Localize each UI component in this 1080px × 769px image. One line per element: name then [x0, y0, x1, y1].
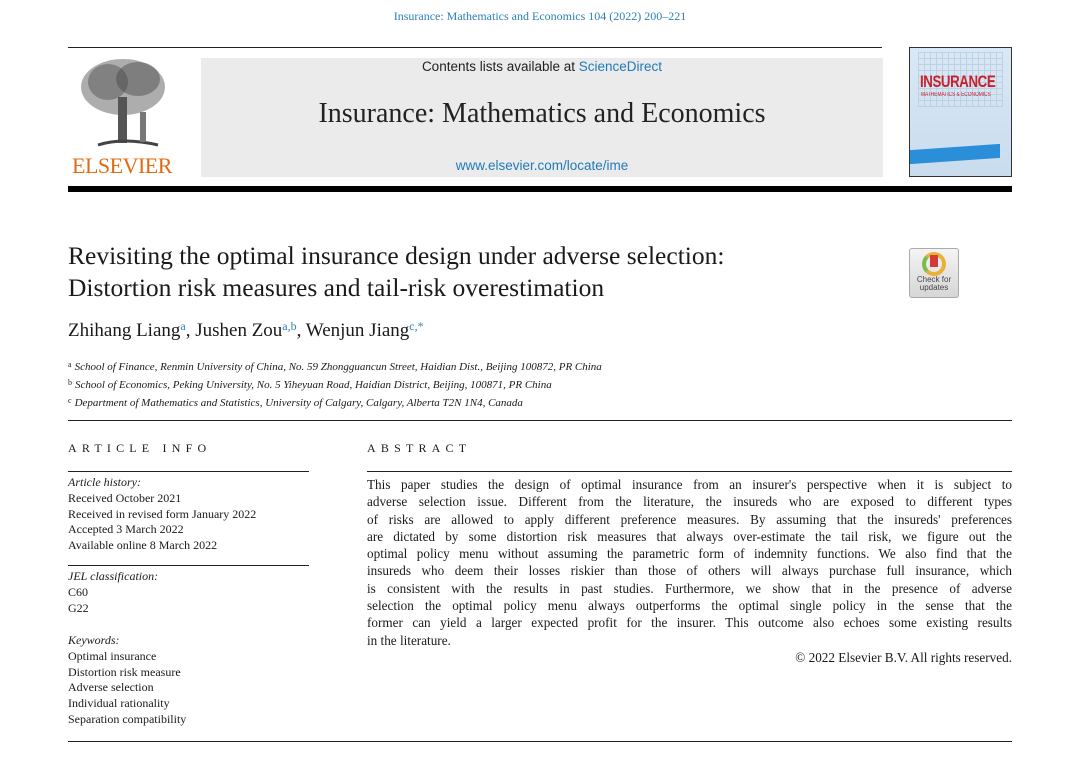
affiliation-link[interactable]: a: [180, 319, 186, 333]
journal-title: Insurance: Mathematics and Economics: [318, 98, 766, 129]
contents-prefix: Contents lists available at: [421, 59, 579, 74]
elsevier-logo: ELSEVIER: [68, 57, 176, 179]
cover-grid: [918, 52, 1003, 107]
divider: [367, 471, 1012, 472]
affiliation-link[interactable]: c,*: [409, 319, 424, 333]
author-name[interactable]: Zhihang Liang: [68, 320, 181, 341]
history-item: Received in revised form January 2022: [68, 506, 257, 521]
author-name[interactable]: Jushen Zou: [195, 320, 283, 341]
tree-icon: [81, 59, 165, 147]
title-line: Revisiting the optimal insurance design …: [68, 241, 725, 270]
cfu-label: updates: [919, 283, 949, 292]
abstract-line: former can yield a larger expected profi…: [367, 615, 1012, 631]
abstract-line: are dictated by some distortion risk mea…: [367, 528, 1012, 544]
affiliation-text: School of Finance, Renmin University of …: [74, 361, 602, 373]
journal-url-link[interactable]: www.elsevier.com/locate/ime: [455, 158, 629, 173]
keyword: Adverse selection: [68, 680, 154, 695]
affiliation: c Department of Mathematics and Statistic…: [68, 393, 602, 411]
abstract-line: is consistent with the results in past s…: [367, 580, 1012, 596]
journal-banner: Contents lists available at ScienceDirec…: [201, 58, 883, 177]
contents-line: Contents lists available at ScienceDirec…: [201, 59, 883, 74]
top-rule: [68, 47, 882, 48]
cover-subtitle: MATHEMATICS & ECONOMICS: [921, 92, 991, 98]
divider: [68, 741, 1012, 742]
affiliation-text: Department of Mathematics and Statistics…: [74, 397, 523, 409]
copyright: © 2022 Elsevier B.V. All rights reserved…: [795, 650, 1012, 665]
history-item: Accepted 3 March 2022: [68, 522, 184, 537]
keyword: Optimal insurance: [68, 648, 157, 663]
check-for-updates-button[interactable]: Check for updates: [909, 248, 959, 298]
jel-code: G22: [68, 600, 89, 615]
masthead-bar: [68, 186, 1012, 192]
cfu-label: Check for: [916, 275, 952, 284]
affiliation: b School of Economics, Peking University,…: [68, 375, 602, 393]
abstract-line: This paper studies the design of optimal…: [367, 477, 1012, 492]
keywords: Keywords: Optimal insurance Distortion r…: [68, 633, 186, 728]
author-list: Zhihang Lianga, Jushen Zoua,b, Wenjun Ji…: [68, 319, 424, 341]
abstract-line: optimal policy menu without assuming the…: [367, 546, 1012, 562]
divider: [68, 565, 309, 566]
keyword: Distortion risk measure: [68, 664, 181, 679]
divider: [68, 420, 1012, 421]
history-item: Received October 2021: [68, 490, 182, 505]
elsevier-wordmark: ELSEVIER: [72, 153, 172, 178]
keyword: Individual rationality: [68, 696, 170, 711]
title-line: Distortion risk measures and tail-risk o…: [68, 273, 605, 302]
affiliation-mark: c: [68, 396, 72, 405]
cover-title: INSURANCE: [920, 72, 996, 91]
keyword: Separation compatibility: [68, 711, 187, 726]
divider: [68, 471, 309, 472]
abstract-heading: ABSTRACT: [367, 441, 472, 455]
abstract-line: in the literature.: [367, 632, 451, 648]
affiliation-text: School of Economics, Peking University, …: [75, 379, 552, 391]
jel-code: C60: [68, 584, 89, 599]
bookmark-icon: [922, 252, 946, 276]
abstract-line: adverse selection issue. Different from …: [367, 494, 1012, 510]
article-title: Revisiting the optimal insurance design …: [68, 240, 724, 304]
abstract-line: selection the optimal policy menu always…: [367, 598, 1012, 614]
article-info-heading: ARTICLE INFO: [68, 441, 212, 455]
abstract-body: This paper studies the design of optimal…: [367, 476, 1012, 649]
author-name[interactable]: Wenjun Jiang: [305, 320, 410, 341]
sciencedirect-link[interactable]: ScienceDirect: [578, 59, 663, 74]
affiliation-mark: a: [68, 360, 72, 369]
article-history: Article history: Received October 2021 R…: [68, 475, 256, 554]
jel-classification: JEL classification: C60 G22: [68, 569, 158, 616]
abstract-line: insureds who deem their losses riskier t…: [367, 563, 1012, 579]
cover-band: [910, 143, 1000, 165]
affiliations: a School of Finance, Renmin University of…: [68, 357, 602, 411]
running-header[interactable]: Insurance: Mathematics and Economics 104…: [393, 9, 687, 23]
jel-label: JEL classification:: [68, 569, 159, 583]
affiliation-link[interactable]: a,b: [282, 319, 297, 333]
keywords-label: Keywords:: [68, 633, 120, 647]
affiliation-mark: b: [68, 378, 72, 387]
history-label: Article history:: [68, 475, 141, 489]
history-item: Available online 8 March 2022: [68, 538, 218, 553]
journal-cover[interactable]: INSURANCE MATHEMATICS & ECONOMICS: [909, 47, 1012, 177]
abstract-line: of risks are allowed to apply different …: [367, 511, 1012, 527]
affiliation: a School of Finance, Renmin University of…: [68, 357, 602, 375]
